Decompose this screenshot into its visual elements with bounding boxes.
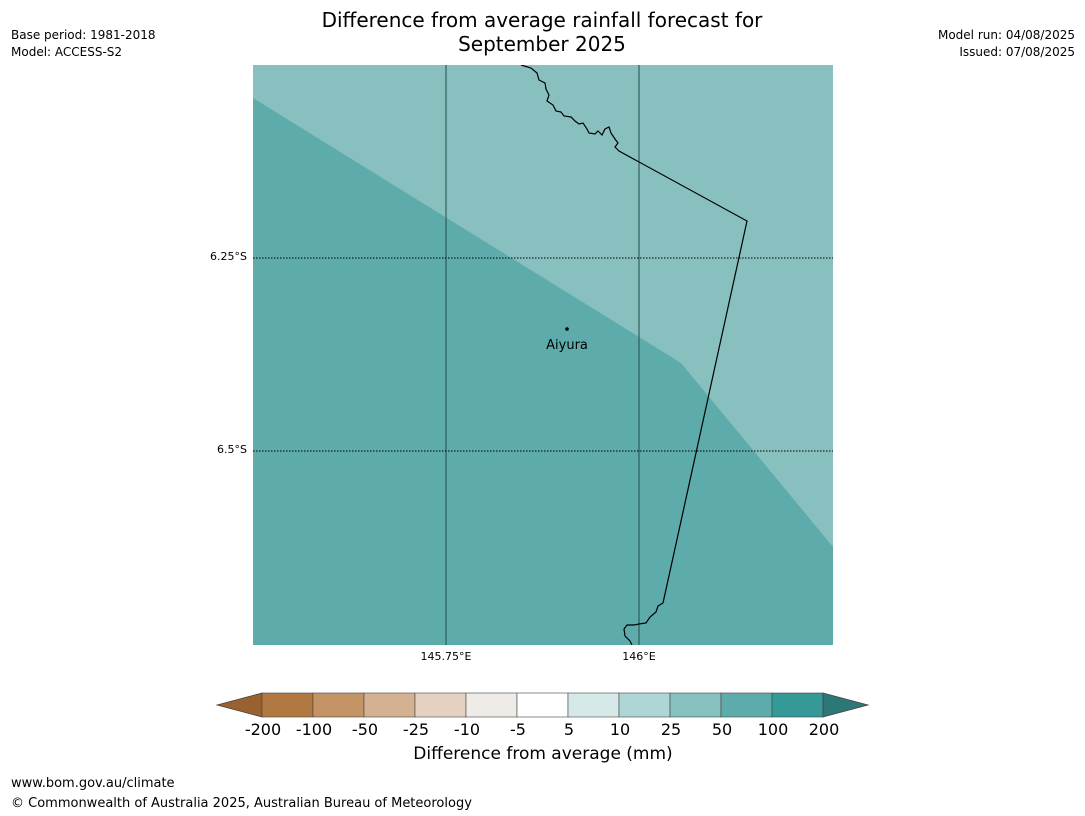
colorbar-tick: -50	[351, 720, 379, 739]
forecast-map: Aiyura	[253, 65, 833, 645]
colorbar-low-extend	[215, 692, 263, 718]
colorbar-swatch-9	[669, 692, 722, 718]
colorbar-tick: -25	[402, 720, 430, 739]
aiyura-label: Aiyura	[546, 338, 588, 353]
colorbar-swatch-7	[567, 692, 620, 718]
model-name: Model: ACCESS-S2	[11, 45, 123, 59]
lon-label-145-75: 145.75°E	[420, 650, 472, 663]
colorbar-swatch-10	[720, 692, 773, 718]
province-border	[520, 65, 748, 645]
lat-label-6-5: 6.5°S	[217, 443, 247, 456]
base-period: Base period: 1981-2018	[11, 28, 156, 42]
colorbar-tick: -5	[510, 720, 526, 739]
footer-url: www.bom.gov.au/climate	[11, 776, 175, 791]
page-title: Difference from average rainfall forecas…	[242, 8, 842, 56]
colorbar-tick: 5	[563, 720, 575, 739]
colorbar-swatch-8	[618, 692, 671, 718]
meta-right: Model run: 04/08/2025 Issued: 07/08/2025	[938, 27, 1075, 61]
colorbar-high-extend	[822, 692, 870, 718]
title-line-1: Difference from average rainfall forecas…	[321, 8, 763, 32]
colorbar	[215, 692, 870, 718]
colorbar-tick: 25	[660, 720, 682, 739]
colorbar-swatch-11	[771, 692, 824, 718]
colorbar-tick: -100	[295, 720, 333, 739]
darker-band	[253, 98, 833, 645]
colorbar-tick: 50	[711, 720, 733, 739]
lat-label-6-25: 6.25°S	[210, 250, 247, 263]
aiyura-marker	[565, 327, 569, 331]
colorbar-swatch-2	[312, 692, 365, 718]
lon-label-146: 146°E	[622, 650, 656, 663]
colorbar-tick: 200	[808, 720, 840, 739]
colorbar-tick: -10	[453, 720, 481, 739]
colorbar-swatch-1	[261, 692, 314, 718]
colorbar-label: Difference from average (mm)	[413, 744, 673, 764]
title-line-2: September 2025	[458, 32, 626, 56]
colorbar-tick: 100	[757, 720, 789, 739]
colorbar-swatch-6	[516, 692, 569, 718]
footer-copyright: © Commonwealth of Australia 2025, Austra…	[11, 796, 472, 811]
colorbar-swatch-5	[465, 692, 518, 718]
colorbar-tick: 10	[609, 720, 631, 739]
model-run: Model run: 04/08/2025	[937, 28, 1075, 42]
colorbar-tick: -200	[244, 720, 282, 739]
colorbar-swatch-3	[363, 692, 416, 718]
issued-date: Issued: 07/08/2025	[959, 45, 1075, 59]
colorbar-swatch-4	[414, 692, 467, 718]
meta-left: Base period: 1981-2018 Model: ACCESS-S2	[11, 27, 156, 61]
